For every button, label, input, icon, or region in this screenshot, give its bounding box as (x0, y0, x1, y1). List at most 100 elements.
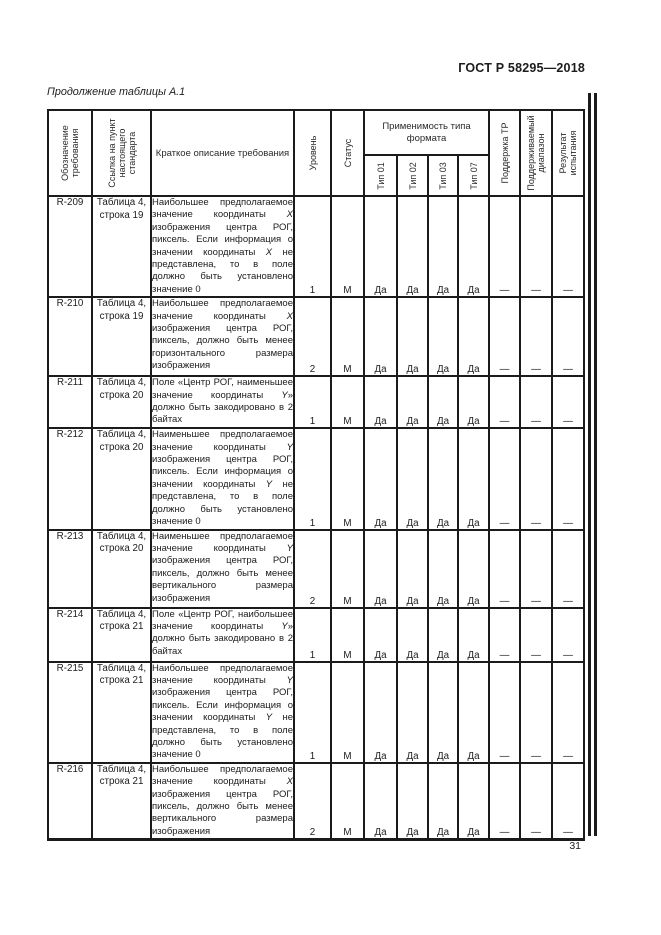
level-cell: 2 (293, 296, 332, 378)
level-cell: 1 (293, 660, 332, 764)
type01-cell: Да (363, 761, 398, 842)
status-cell: М (330, 375, 365, 430)
type07-cell: Да (456, 427, 491, 531)
test-result-cell: — (551, 528, 586, 609)
description-cell: Наибольшее предполагаемое значение коорд… (150, 761, 295, 842)
type02-cell: Да (396, 296, 429, 378)
table-row: R-216 Таблица 4, строка 21 Наибольшее пр… (47, 761, 586, 842)
test-result-cell: — (551, 375, 586, 430)
reference-cell: Таблица 4, строка 20 (91, 528, 152, 609)
status-cell: М (330, 194, 365, 299)
status-cell: М (330, 761, 365, 842)
type02-cell: Да (396, 528, 429, 609)
reference-cell: Таблица 4, строка 21 (91, 660, 152, 764)
table-row: R-210 Таблица 4, строка 19 Наибольшее пр… (47, 296, 586, 378)
col-header-reference: Ссылка на пункт настоящего стандарта (91, 109, 152, 197)
level-cell: 1 (293, 427, 332, 531)
type03-cell: Да (427, 375, 459, 430)
type03-cell: Да (427, 427, 459, 531)
tr-support-cell: — (488, 194, 522, 299)
type07-cell: Да (456, 194, 491, 299)
test-result-cell: — (551, 660, 586, 764)
change-marker-bar (594, 93, 597, 836)
level-cell: 2 (293, 528, 332, 609)
description-cell: Поле «Центр РОГ, наибольшее значение коо… (150, 606, 295, 663)
type03-cell: Да (427, 194, 459, 299)
reference-cell: Таблица 4, строка 21 (91, 761, 152, 842)
page-number: 31 (569, 840, 581, 852)
type07-cell: Да (456, 375, 491, 430)
type01-cell: Да (363, 375, 398, 430)
col-header-type01: Тип 01 (363, 154, 398, 197)
tr-support-cell: — (488, 606, 522, 663)
type03-cell: Да (427, 761, 459, 842)
level-cell: 1 (293, 606, 332, 663)
table-row: R-211 Таблица 4, строка 20 Поле «Центр Р… (47, 375, 586, 430)
type07-cell: Да (456, 606, 491, 663)
type02-cell: Да (396, 606, 429, 663)
description-cell: Наибольшее предполагаемое значение коорд… (150, 296, 295, 378)
tr-support-cell: — (488, 660, 522, 764)
type02-cell: Да (396, 660, 429, 764)
type07-cell: Да (456, 528, 491, 609)
level-cell: 1 (293, 194, 332, 299)
type01-cell: Да (363, 660, 398, 764)
table-row: R-212 Таблица 4, строка 20 Наименьшее пр… (47, 427, 586, 531)
table-row: R-215 Таблица 4, строка 21 Наибольшее пр… (47, 660, 586, 764)
reference-cell: Таблица 4, строка 19 (91, 194, 152, 299)
requirement-id-cell: R-209 (47, 194, 93, 299)
type02-cell: Да (396, 427, 429, 531)
description-cell: Наименьшее предполагаемое значение коорд… (150, 528, 295, 609)
reference-cell: Таблица 4, строка 20 (91, 427, 152, 531)
type01-cell: Да (363, 194, 398, 299)
test-result-cell: — (551, 761, 586, 842)
supported-range-cell: — (519, 528, 554, 609)
supported-range-cell: — (519, 761, 554, 842)
col-header-type02: Тип 02 (396, 154, 429, 197)
document-code: ГОСТ Р 58295—2018 (458, 61, 585, 75)
table-row: R-214 Таблица 4, строка 21 Поле «Центр Р… (47, 606, 586, 663)
status-cell: М (330, 528, 365, 609)
requirement-id-cell: R-210 (47, 296, 93, 378)
status-cell: М (330, 427, 365, 531)
tr-support-cell: — (488, 296, 522, 378)
level-cell: 2 (293, 761, 332, 842)
tr-support-cell: — (488, 761, 522, 842)
requirement-id-cell: R-216 (47, 761, 93, 842)
tr-support-cell: — (488, 375, 522, 430)
requirements-table: Обозначение требования Ссылка на пункт н… (47, 109, 586, 842)
col-header-status: Статус (330, 109, 365, 197)
test-result-cell: — (551, 296, 586, 378)
table-header: Обозначение требования Ссылка на пункт н… (47, 109, 586, 197)
type02-cell: Да (396, 375, 429, 430)
test-result-cell: — (551, 606, 586, 663)
status-cell: М (330, 606, 365, 663)
type01-cell: Да (363, 427, 398, 531)
col-header-description: Краткое описание требования (150, 109, 295, 197)
tr-support-cell: — (488, 528, 522, 609)
col-header-level: Уровень (293, 109, 332, 197)
col-header-type07: Тип 07 (456, 154, 491, 197)
type02-cell: Да (396, 761, 429, 842)
type03-cell: Да (427, 296, 459, 378)
type07-cell: Да (456, 761, 491, 842)
type02-cell: Да (396, 194, 429, 299)
table-row: R-209 Таблица 4, строка 19 Наибольшее пр… (47, 194, 586, 299)
requirement-id-cell: R-213 (47, 528, 93, 609)
supported-range-cell: — (519, 660, 554, 764)
col-header-supported-range: Поддерживаемый диапазон (519, 109, 554, 197)
tr-support-cell: — (488, 427, 522, 531)
description-cell: Наименьшее предполагаемое значение коорд… (150, 427, 295, 531)
type07-cell: Да (456, 296, 491, 378)
col-header-tr-support: Поддержка ТР (488, 109, 522, 197)
reference-cell: Таблица 4, строка 20 (91, 375, 152, 430)
supported-range-cell: — (519, 427, 554, 531)
type01-cell: Да (363, 296, 398, 378)
col-header-test-result: Результат испытания (551, 109, 586, 197)
type03-cell: Да (427, 606, 459, 663)
requirement-id-cell: R-212 (47, 427, 93, 531)
reference-cell: Таблица 4, строка 19 (91, 296, 152, 378)
supported-range-cell: — (519, 296, 554, 378)
level-cell: 1 (293, 375, 332, 430)
